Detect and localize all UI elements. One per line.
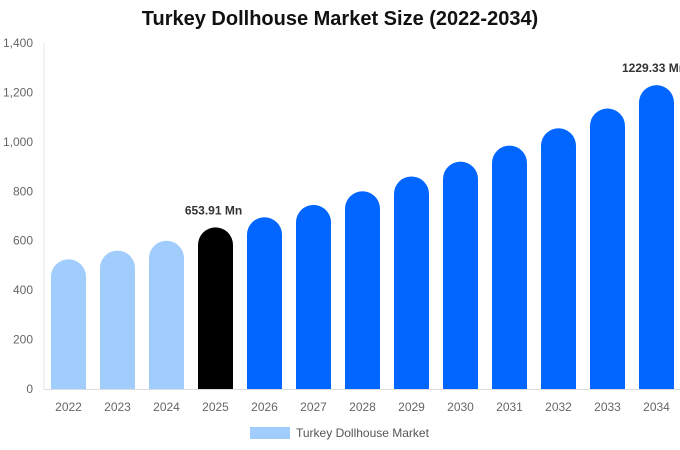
bar-2023[interactable] (100, 250, 135, 389)
y-tick-label: 1,400 (3, 36, 33, 50)
bar-2032[interactable] (541, 128, 576, 389)
y-tick-label: 1,200 (3, 85, 33, 99)
x-tick-label: 2033 (594, 400, 621, 414)
y-tick-label: 400 (13, 283, 33, 297)
bar-2031[interactable] (492, 145, 527, 389)
chart-legend[interactable]: Turkey Dollhouse Market (250, 425, 429, 441)
x-tick-label: 2032 (545, 400, 572, 414)
x-tick-label: 2026 (251, 400, 278, 414)
y-tick-label: 200 (13, 333, 33, 347)
data-label-2025: 653.91 Mn (185, 203, 242, 217)
x-tick-label: 2029 (398, 400, 425, 414)
legend-swatch (250, 427, 290, 439)
legend-label: Turkey Dollhouse Market (296, 426, 429, 440)
x-tick-label: 2028 (349, 400, 376, 414)
x-tick-label: 2034 (643, 400, 670, 414)
x-tick-label: 2023 (104, 400, 131, 414)
bar-2033[interactable] (590, 108, 625, 389)
bar-2030[interactable] (443, 161, 478, 389)
x-tick-label: 2024 (153, 400, 180, 414)
bar-2029[interactable] (394, 176, 429, 389)
x-tick-label: 2027 (300, 400, 327, 414)
bar-2027[interactable] (296, 204, 331, 389)
y-tick-label: 600 (13, 234, 33, 248)
chart-bars (51, 85, 674, 389)
bar-2028[interactable] (345, 191, 380, 389)
x-tick-label: 2030 (447, 400, 474, 414)
bar-2022[interactable] (51, 259, 86, 389)
chart-axes: 0 200 400 600 800 1,000 1,200 1,400 (3, 36, 680, 396)
bar-2024[interactable] (149, 240, 184, 389)
bar-2026[interactable] (247, 217, 282, 389)
y-tick-label: 0 (26, 382, 33, 396)
x-tick-label: 2025 (202, 400, 229, 414)
chart-labels: 2022 2023 2024 2025 2026 2027 2028 2029 2030 2031… (55, 61, 680, 414)
data-label-2034: 1229.33 Mn (622, 61, 680, 75)
bar-2025[interactable] (198, 227, 233, 389)
x-tick-label: 2031 (496, 400, 523, 414)
bar-2034[interactable] (639, 85, 674, 389)
y-tick-label: 800 (13, 184, 33, 198)
chart-title: Turkey Dollhouse Market Size (2022-2034) (141, 8, 539, 30)
x-tick-label: 2022 (55, 400, 82, 414)
y-tick-label: 1,000 (3, 135, 33, 149)
